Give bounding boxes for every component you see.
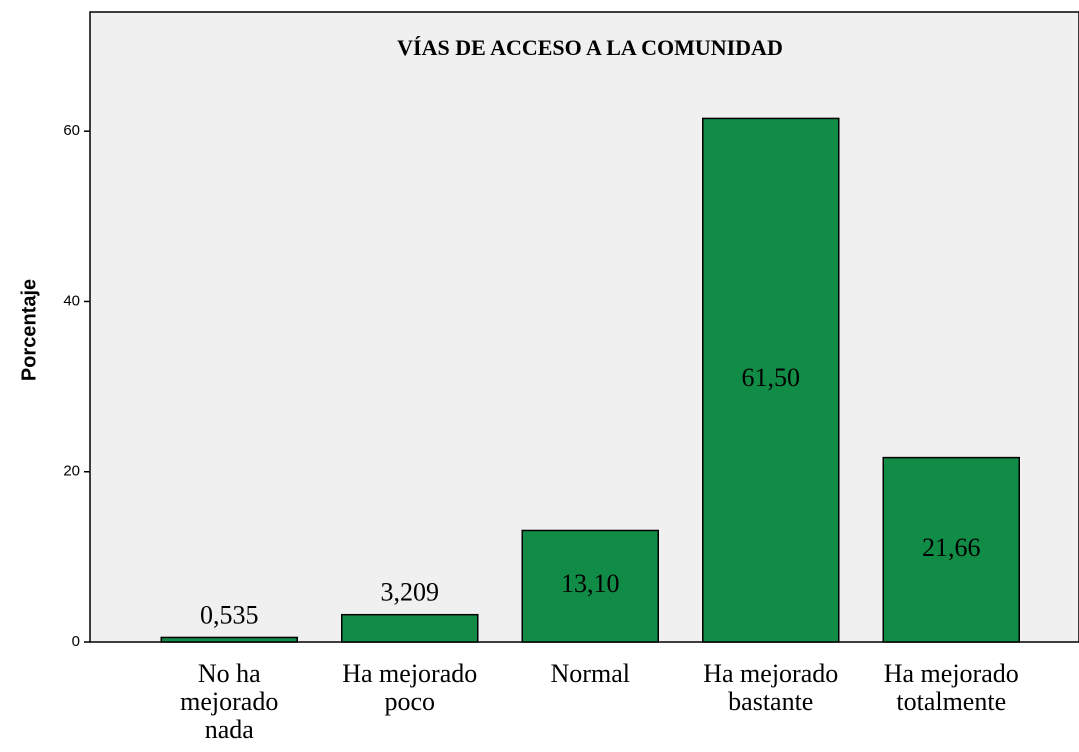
value-label: 13,10 — [561, 569, 620, 598]
bar — [160, 636, 298, 643]
value-label: 0,535 — [200, 600, 259, 629]
x-tick-label: Ha mejorado poco — [342, 659, 477, 716]
y-tick-label: 60 — [63, 122, 80, 139]
y-axis-label: Porcentaje — [18, 279, 40, 381]
y-tick-label: 40 — [63, 292, 80, 309]
y-tick-label: 0 — [72, 633, 80, 650]
x-tick-label: Ha mejorado totalmente — [884, 659, 1019, 716]
bar — [521, 529, 659, 643]
value-label: 3,209 — [381, 578, 440, 607]
x-tick-label: No ha mejorado nada — [180, 659, 278, 744]
x-tick-label: Ha mejorado bastante — [703, 659, 838, 716]
value-label: 21,66 — [922, 533, 981, 562]
chart-title: VÍAS DE ACCESO A LA COMUNIDAD — [397, 35, 783, 60]
value-label: 61,50 — [742, 363, 801, 392]
x-tick-label: Normal — [551, 659, 630, 688]
bar — [702, 117, 840, 643]
bar — [341, 613, 479, 643]
y-tick-label: 20 — [63, 463, 80, 480]
bar — [882, 456, 1020, 643]
